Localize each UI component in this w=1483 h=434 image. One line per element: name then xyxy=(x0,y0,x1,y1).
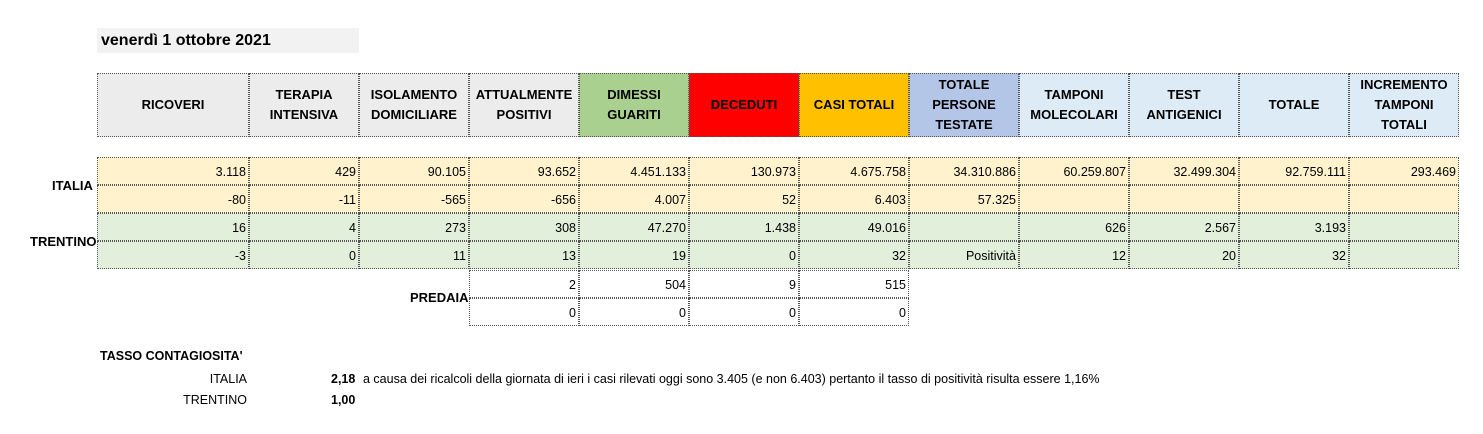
data-cell[interactable]: 308 xyxy=(469,213,579,241)
data-cell[interactable]: 293.469 xyxy=(1349,157,1459,185)
data-cell[interactable]: 0 xyxy=(469,298,579,326)
data-cell[interactable]: 0 xyxy=(689,298,799,326)
data-cell[interactable]: -656 xyxy=(469,185,579,213)
data-cell[interactable]: 3.193 xyxy=(1239,213,1349,241)
data-cell[interactable]: 13 xyxy=(469,241,579,269)
data-cell[interactable]: 4.675.758 xyxy=(799,157,909,185)
data-cell[interactable] xyxy=(1239,185,1349,213)
row-label-trentino: TRENTINO xyxy=(30,234,97,249)
header-cell[interactable]: TOTALE xyxy=(1239,73,1349,137)
data-cell[interactable] xyxy=(909,213,1019,241)
data-cell[interactable]: 93.652 xyxy=(469,157,579,185)
data-cell[interactable]: 273 xyxy=(359,213,469,241)
data-cell[interactable]: 12 xyxy=(1019,241,1129,269)
data-cell[interactable] xyxy=(1129,185,1239,213)
header-cell[interactable]: ISOLAMENTO DOMICILIARE xyxy=(359,73,469,137)
tasso-title: TASSO CONTAGIOSITA' xyxy=(100,349,243,363)
data-cell[interactable]: 626 xyxy=(1019,213,1129,241)
data-cell[interactable] xyxy=(1019,185,1129,213)
data-cell[interactable]: 52 xyxy=(689,185,799,213)
data-cell[interactable]: 4.451.133 xyxy=(579,157,689,185)
data-cell[interactable]: 0 xyxy=(689,241,799,269)
data-cell[interactable]: 2.567 xyxy=(1129,213,1239,241)
data-cell[interactable]: 90.105 xyxy=(359,157,469,185)
data-cell[interactable]: 0 xyxy=(799,298,909,326)
data-cell[interactable]: 32 xyxy=(1239,241,1349,269)
data-cell[interactable]: 49.016 xyxy=(799,213,909,241)
data-cell[interactable]: 32.499.304 xyxy=(1129,157,1239,185)
tasso-trentino-label: TRENTINO xyxy=(183,393,247,407)
data-cell[interactable]: 11 xyxy=(359,241,469,269)
data-cell[interactable]: 20 xyxy=(1129,241,1239,269)
data-cell[interactable]: 130.973 xyxy=(689,157,799,185)
data-cell[interactable]: 4 xyxy=(249,213,359,241)
data-cell[interactable] xyxy=(1349,185,1459,213)
tasso-italia-label: ITALIA xyxy=(209,372,247,386)
header-cell[interactable]: DIMESSI GUARITI xyxy=(579,73,689,137)
tasso-trentino-value: 1,00 xyxy=(331,393,356,407)
data-cell[interactable]: 429 xyxy=(249,157,359,185)
header-cell[interactable]: TEST ANTIGENICI xyxy=(1129,73,1239,137)
header-cell[interactable]: TOTALE PERSONE TESTATE xyxy=(909,73,1019,137)
data-cell[interactable]: -11 xyxy=(249,185,359,213)
header-cell[interactable]: RICOVERI xyxy=(97,73,249,137)
data-cell[interactable]: 92.759.111 xyxy=(1239,157,1349,185)
header-cell[interactable]: DECEDUTI xyxy=(689,73,799,137)
data-cell[interactable]: 504 xyxy=(579,270,689,298)
data-cell[interactable]: 47.270 xyxy=(579,213,689,241)
header-cell[interactable]: TAMPONI MOLECOLARI xyxy=(1019,73,1129,137)
data-cell[interactable]: 34.310.886 xyxy=(909,157,1019,185)
tasso-italia-value: 2,18 xyxy=(331,372,356,386)
data-cell[interactable]: 0 xyxy=(579,298,689,326)
header-cell[interactable]: ATTUALMENTE POSITIVI xyxy=(469,73,579,137)
data-cell[interactable]: 6.403 xyxy=(799,185,909,213)
data-cell[interactable]: 4.007 xyxy=(579,185,689,213)
header-cell[interactable]: INCREMENTO TAMPONI TOTALI xyxy=(1349,73,1459,137)
data-cell[interactable]: 515 xyxy=(799,270,909,298)
data-cell[interactable] xyxy=(1349,213,1459,241)
data-cell[interactable]: -80 xyxy=(97,185,249,213)
header-cell[interactable]: CASI TOTALI xyxy=(799,73,909,137)
data-cell[interactable]: 57.325 xyxy=(909,185,1019,213)
row-label-italia: ITALIA xyxy=(52,178,93,193)
data-cell[interactable]: Positività xyxy=(909,241,1019,269)
data-cell[interactable]: 3.118 xyxy=(97,157,249,185)
data-cell[interactable]: 2 xyxy=(469,270,579,298)
data-cell[interactable]: 9 xyxy=(689,270,799,298)
data-cell[interactable]: 19 xyxy=(579,241,689,269)
header-cell[interactable]: TERAPIA INTENSIVA xyxy=(249,73,359,137)
tasso-italia-note: a causa dei ricalcoli della giornata di … xyxy=(363,372,1100,386)
data-cell[interactable]: 0 xyxy=(249,241,359,269)
data-cell[interactable]: 1.438 xyxy=(689,213,799,241)
data-cell[interactable]: 60.259.807 xyxy=(1019,157,1129,185)
report-date: venerdì 1 ottobre 2021 xyxy=(97,28,359,53)
row-label-predaia: PREDAIA xyxy=(410,290,469,305)
data-cell[interactable]: -3 xyxy=(97,241,249,269)
data-cell[interactable]: 32 xyxy=(799,241,909,269)
data-cell[interactable]: 16 xyxy=(97,213,249,241)
data-cell[interactable]: -565 xyxy=(359,185,469,213)
data-cell[interactable] xyxy=(1349,241,1459,269)
